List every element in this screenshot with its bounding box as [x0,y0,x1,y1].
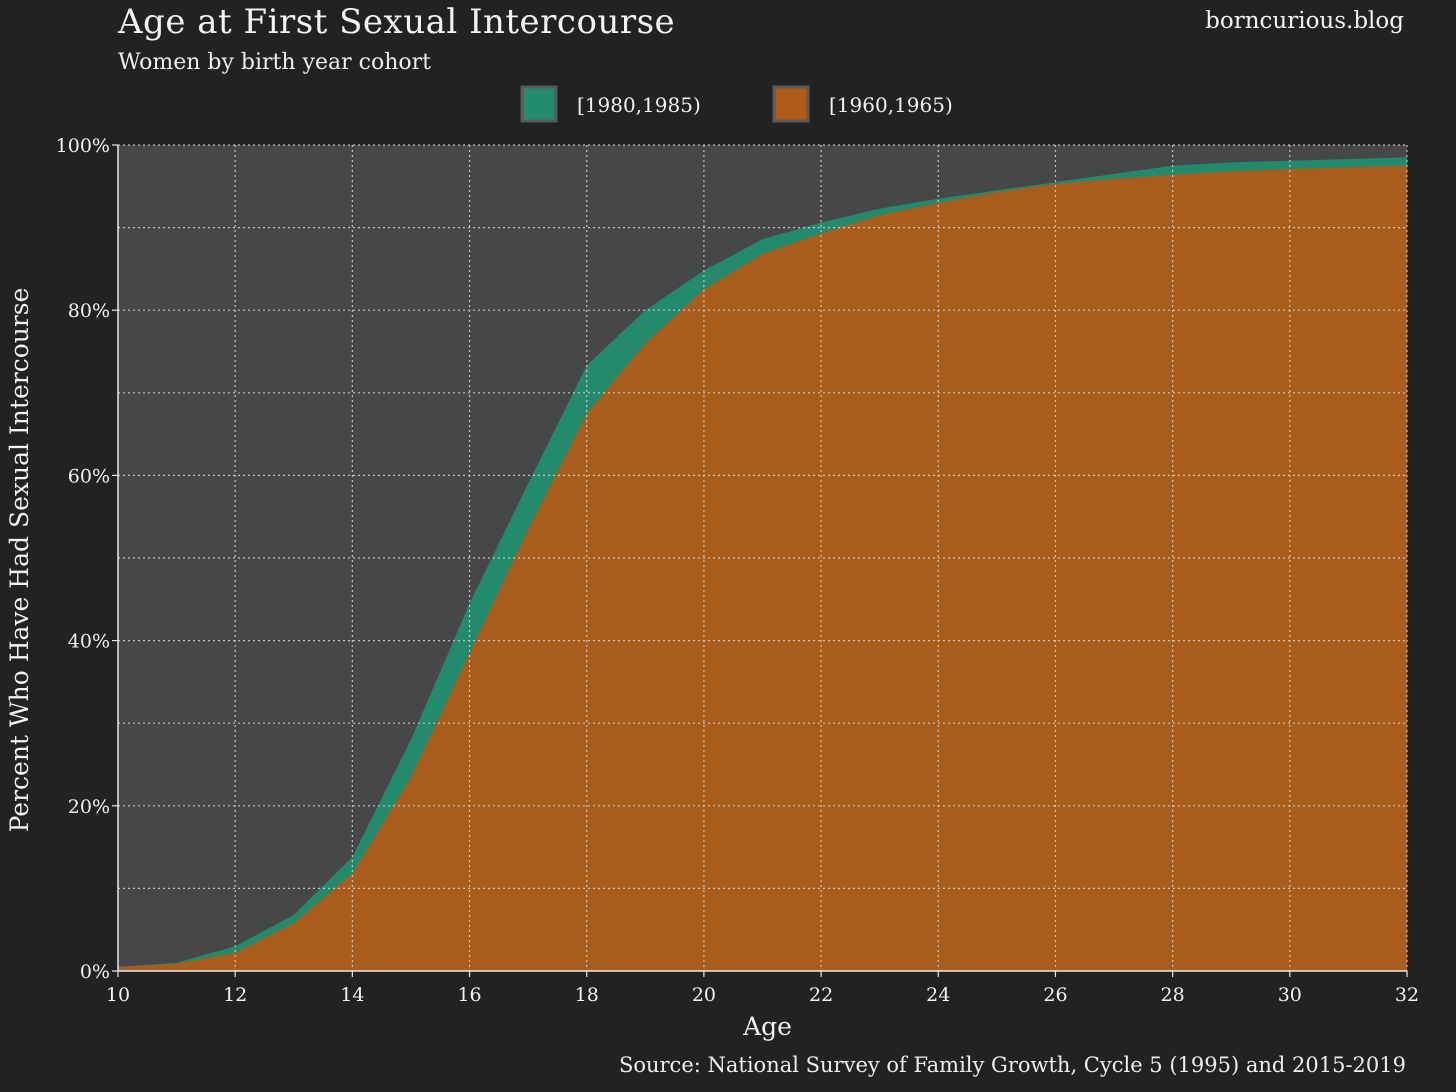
brand-label: borncurious.blog [1205,8,1404,34]
x-axis-label: Age [742,1012,792,1041]
series-area-2 [118,165,1407,971]
x-tick-label: 16 [457,984,481,1006]
y-tick-label: 40% [68,631,110,653]
legend-item-1: [1980,1985) [520,85,701,123]
y-tick-label: 0% [80,961,110,983]
source-note: Source: National Survey of Family Growth… [618,1053,1406,1077]
x-tick-label: 32 [1395,984,1419,1006]
x-tick-label: 28 [1161,984,1185,1006]
chart-title: Age at First Sexual Intercourse [118,2,676,42]
x-tick-label: 20 [692,984,716,1006]
legend-label: [1980,1985) [577,93,701,117]
y-tick-label: 100% [56,135,110,157]
chart-subtitle: Women by birth year cohort [118,50,431,75]
x-tick-label: 14 [340,984,364,1006]
legend-swatch [520,85,558,123]
y-tick-label: 80% [68,300,110,322]
x-tick-label: 30 [1278,984,1302,1006]
y-tick-label: 60% [68,465,110,487]
x-tick-label: 22 [809,984,833,1006]
x-tick-label: 10 [106,984,130,1006]
x-tick-label: 18 [575,984,599,1006]
legend-swatch [772,85,810,123]
y-tick-label: 20% [68,796,110,818]
x-tick-label: 26 [1043,984,1067,1006]
x-tick-label: 12 [223,984,247,1006]
legend-item-2: [1960,1965) [772,85,953,123]
x-tick-label: 24 [926,984,950,1006]
y-axis-label: Percent Who Have Had Sexual Intercourse [5,288,34,833]
legend-label: [1960,1965) [829,93,953,117]
